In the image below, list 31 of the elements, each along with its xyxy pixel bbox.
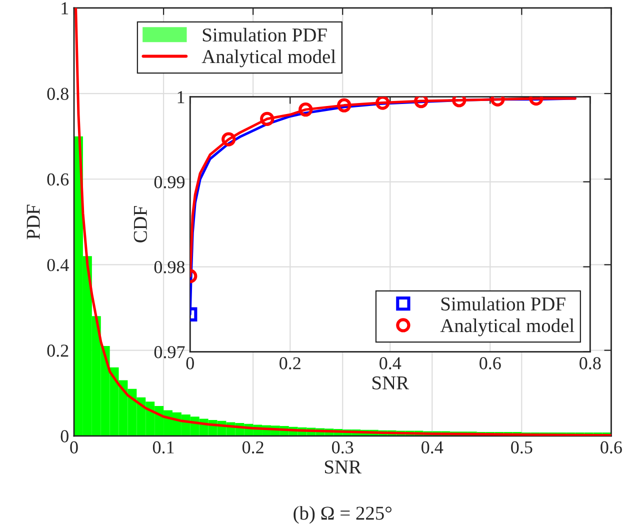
y-tick-label: 0.2 (47, 344, 68, 357)
y-tick-label: 0.97 (154, 346, 185, 358)
legend-label: Analytical model (202, 50, 336, 68)
x-tick-label: 0.3 (332, 441, 354, 454)
x-tick-label: 0.6 (480, 357, 501, 370)
y-axis-title: PDF (26, 204, 40, 240)
x-tick-label: 0.5 (511, 441, 532, 454)
x-tick-label: 0 (70, 441, 78, 454)
y-tick-label: 0.98 (154, 261, 185, 274)
x-tick-label: 0.4 (380, 357, 402, 370)
x-axis-title: SNR (372, 376, 410, 390)
x-tick-label: 0.2 (242, 441, 264, 454)
x-tick-label: 0.8 (580, 357, 601, 370)
y-tick-label: 0.6 (47, 173, 69, 186)
x-tick-label: 0.4 (422, 441, 444, 454)
y-axis-title: CDF (134, 206, 147, 242)
x-axis-title: SNR (324, 460, 362, 474)
legend-label: Analytical model (440, 318, 574, 336)
legend-label: Simulation PDF (441, 296, 566, 311)
x-tick-label: 0.6 (600, 441, 622, 454)
x-tick-label: 0 (186, 357, 194, 370)
y-tick-label: 0.8 (47, 88, 68, 100)
x-tick-label: 0.2 (280, 357, 300, 370)
y-tick-label: 1 (178, 91, 184, 104)
y-tick-label: 0.4 (47, 258, 69, 272)
text: (b) Ω = 225° (294, 506, 392, 524)
y-tick-label: 0.99 (154, 176, 185, 188)
legend-label: Simulation PDF (202, 28, 327, 42)
x-tick-label: 0.1 (152, 441, 174, 454)
y-tick-label: 1 (62, 2, 68, 14)
y-tick-label: 0 (60, 430, 68, 442)
